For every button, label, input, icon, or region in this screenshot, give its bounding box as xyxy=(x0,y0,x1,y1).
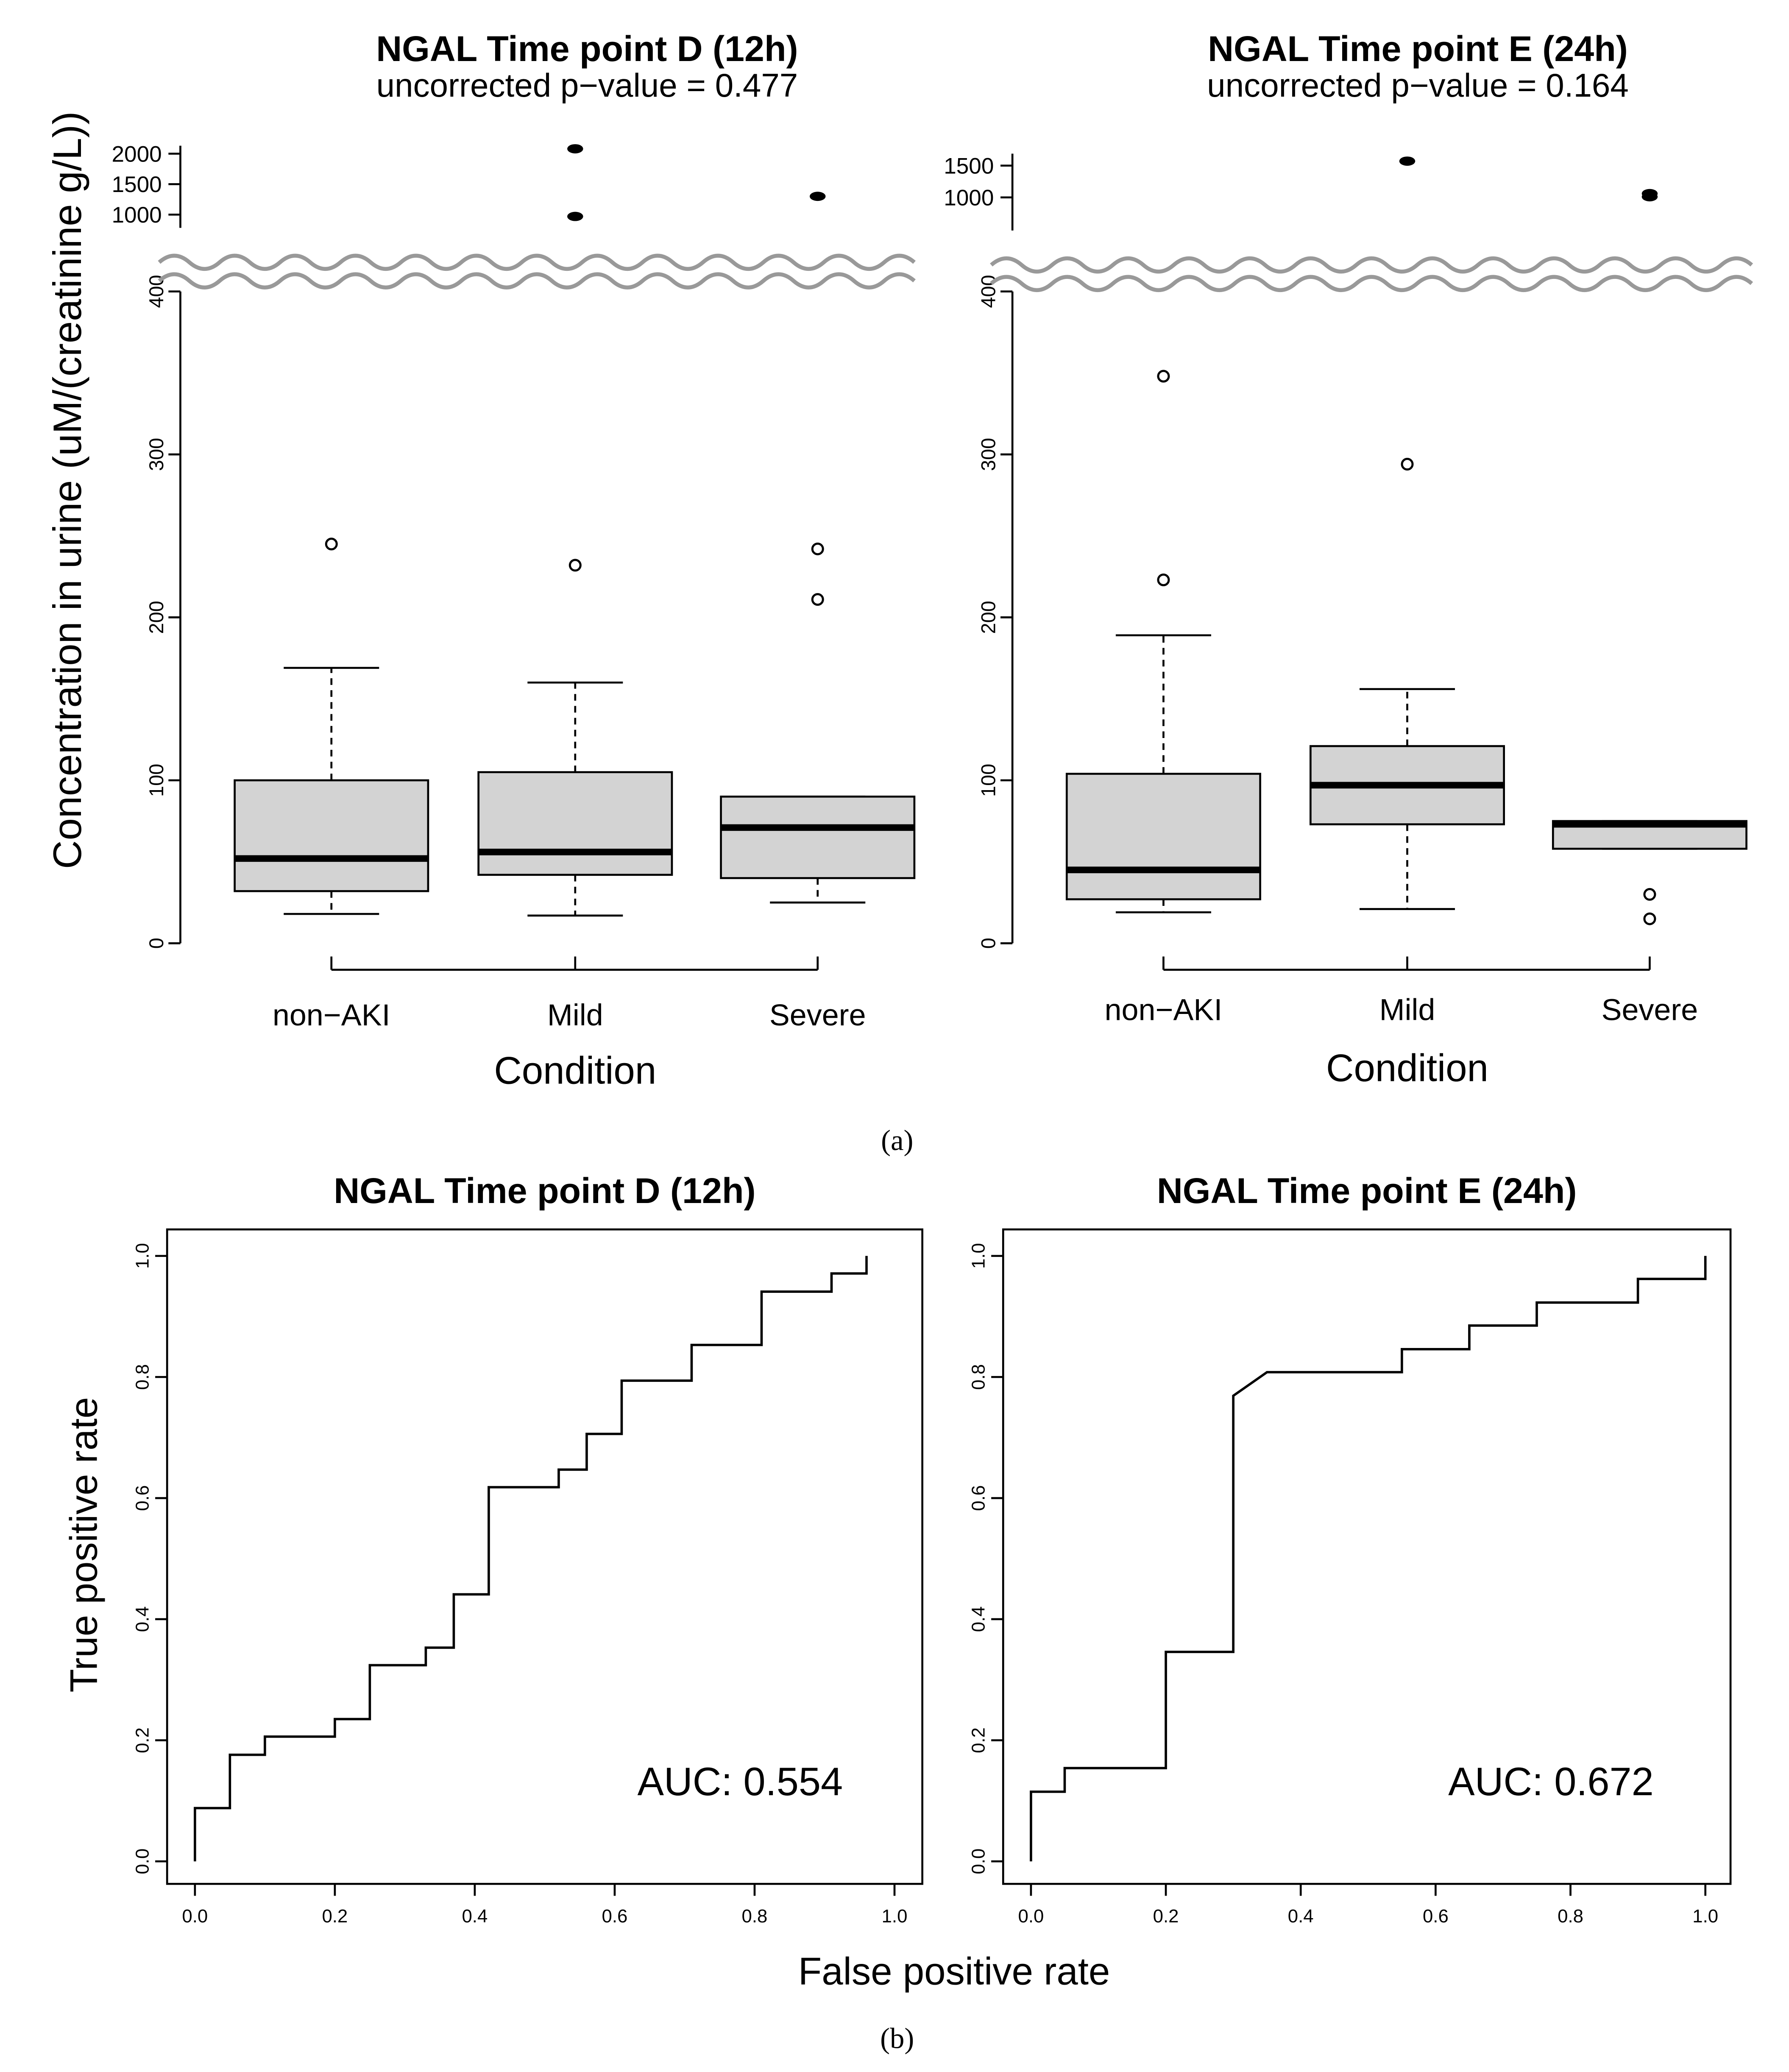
y-tick-label: 0.4 xyxy=(968,1606,989,1632)
y-upper-tick-label: 1000 xyxy=(112,203,162,228)
x-tick-label: 1.0 xyxy=(1692,1906,1718,1927)
chart-title: NGAL Time point D (12h) xyxy=(376,29,798,69)
outlier-point xyxy=(811,593,824,606)
y-upper-tick-label: 2000 xyxy=(112,142,162,167)
outlier-point-upper xyxy=(1641,189,1658,198)
outlier-point xyxy=(1643,888,1656,901)
panel-label-a: (a) xyxy=(881,1124,913,1156)
outlier-point xyxy=(1643,912,1656,925)
y-tick-label: 100 xyxy=(978,764,1000,797)
outlier-point-upper xyxy=(567,212,583,221)
boxplot-time-point-e: NGAL Time point E (24h)uncorrected p−val… xyxy=(944,29,1753,1089)
roc-ylabel: True positive rate xyxy=(63,1397,106,1693)
category-label: non−AKI xyxy=(273,998,390,1032)
x-tick-label: 0.0 xyxy=(182,1906,208,1927)
boxplot-time-point-d: NGAL Time point D (12h)uncorrected p−val… xyxy=(112,29,916,1092)
y-tick-label: 300 xyxy=(145,438,167,471)
y-tick-label: 0.8 xyxy=(968,1364,989,1390)
outlier-point-upper xyxy=(1399,156,1416,166)
y-tick-label: 0.2 xyxy=(968,1727,989,1753)
y-tick-label: 0 xyxy=(145,938,167,949)
roc-time-point-d: NGAL Time point D (12h) 0.0 0.0 0.2 0.2 0.4 0.… xyxy=(132,1171,923,1927)
auc-annotation: AUC: 0.554 xyxy=(637,1759,843,1804)
roc-curve xyxy=(194,1256,868,1862)
chart-title: NGAL Time point D (12h) xyxy=(334,1171,755,1211)
x-tick-label: 0.2 xyxy=(1153,1906,1179,1927)
plot-frame xyxy=(166,1228,923,1885)
y-tick-label: 0.0 xyxy=(132,1849,153,1874)
box-iqr xyxy=(720,795,916,879)
y-tick-label: 1.0 xyxy=(132,1243,153,1269)
axis-break-wave-top xyxy=(158,253,916,271)
outlier-point xyxy=(811,542,824,555)
y-tick-label: 0.0 xyxy=(968,1849,989,1874)
x-tick-label: 0.4 xyxy=(462,1906,488,1927)
x-axis-label: Condition xyxy=(494,1050,656,1092)
y-tick-label: 0 xyxy=(978,938,1000,949)
category-label: Severe xyxy=(1602,993,1698,1027)
outlier-point xyxy=(1157,370,1170,383)
outlier-point-upper xyxy=(567,144,583,153)
outlier-point-upper xyxy=(809,192,826,201)
x-axis-label: Condition xyxy=(1326,1047,1488,1089)
category-label: non−AKI xyxy=(1105,993,1223,1027)
category-label: Severe xyxy=(769,998,866,1032)
y-tick-label: 400 xyxy=(145,275,167,308)
axis-break-wave-bottom xyxy=(990,275,1753,292)
outlier-point xyxy=(568,559,582,572)
auc-annotation: AUC: 0.672 xyxy=(1448,1759,1654,1804)
x-tick-label: 0.8 xyxy=(742,1906,768,1927)
x-tick-label: 0.0 xyxy=(1018,1906,1044,1927)
y-tick-label: 200 xyxy=(978,601,1000,634)
x-tick-label: 0.6 xyxy=(1423,1906,1449,1927)
y-upper-tick-label: 1500 xyxy=(112,172,162,197)
boxplot-ylabel: Concentration in urine (uM/(creatinine g… xyxy=(45,111,89,869)
y-tick-label: 100 xyxy=(145,764,167,797)
x-tick-label: 0.6 xyxy=(602,1906,628,1927)
outlier-point xyxy=(1401,458,1414,471)
axis-break-wave-bottom xyxy=(158,272,916,290)
y-tick-label: 1.0 xyxy=(968,1243,989,1269)
box-iqr xyxy=(234,779,429,892)
y-tick-label: 0.6 xyxy=(968,1485,989,1511)
y-upper-tick-label: 1500 xyxy=(944,153,994,178)
axis-break-wave-top xyxy=(990,256,1753,274)
x-tick-label: 0.2 xyxy=(322,1906,348,1927)
y-tick-label: 300 xyxy=(978,438,1000,471)
chart-subtitle: uncorrected p−value = 0.477 xyxy=(376,67,798,104)
outlier-point xyxy=(1157,573,1170,586)
chart-title: NGAL Time point E (24h) xyxy=(1157,1171,1577,1211)
roc-curve xyxy=(1030,1256,1707,1862)
panel-label-b: (b) xyxy=(880,2022,914,2055)
category-label: Mild xyxy=(1379,993,1435,1027)
y-tick-label: 200 xyxy=(145,601,167,634)
x-tick-label: 0.8 xyxy=(1558,1906,1583,1927)
y-tick-label: 0.4 xyxy=(132,1606,153,1632)
plot-frame xyxy=(1002,1228,1732,1885)
y-upper-tick-label: 1000 xyxy=(944,185,994,210)
x-tick-label: 1.0 xyxy=(882,1906,908,1927)
roc-xlabel: False positive rate xyxy=(798,1950,1110,1993)
outlier-point xyxy=(325,537,338,551)
y-tick-label: 0.2 xyxy=(132,1727,153,1753)
box-iqr xyxy=(1065,773,1261,900)
y-tick-label: 0.8 xyxy=(132,1364,153,1390)
category-label: Mild xyxy=(547,998,603,1032)
roc-time-point-e: NGAL Time point E (24h) 0.0 0.0 0.2 0.2 0.4 0.… xyxy=(968,1171,1732,1927)
x-tick-label: 0.4 xyxy=(1288,1906,1314,1927)
box-iqr xyxy=(477,771,673,876)
y-tick-label: 0.6 xyxy=(132,1485,153,1511)
chart-subtitle: uncorrected p−value = 0.164 xyxy=(1207,67,1629,104)
chart-title: NGAL Time point E (24h) xyxy=(1208,29,1628,69)
